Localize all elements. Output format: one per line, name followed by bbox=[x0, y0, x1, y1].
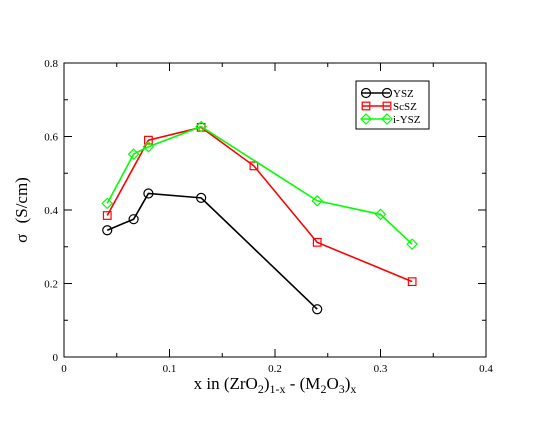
data-point-ysz bbox=[143, 188, 154, 199]
data-point-i-ysz bbox=[142, 140, 155, 153]
data-point-i-ysz bbox=[406, 238, 418, 251]
data-point-scsz bbox=[312, 237, 322, 247]
x-label-part: O bbox=[326, 374, 338, 393]
axis-ticks: 0 0.1 0.2 0.3 0.4 0 0.2 0.4 0.6 0.8 bbox=[44, 58, 493, 375]
x-tick-label: 0.1 bbox=[163, 363, 177, 375]
data-point-i-ysz bbox=[311, 194, 324, 207]
x-label-part: x in (ZrO bbox=[194, 374, 258, 393]
x-tick-label: 0.4 bbox=[479, 363, 493, 375]
series-line-scsz bbox=[106, 126, 413, 283]
data-point-scsz bbox=[249, 161, 259, 171]
legend-marker-ysz bbox=[381, 87, 393, 99]
x-label-part: - (M bbox=[285, 374, 320, 393]
y-tick-label: 0.8 bbox=[44, 58, 58, 70]
y-axis-unit: (S/cm) bbox=[12, 177, 31, 223]
y-tick-label: 0.4 bbox=[44, 205, 58, 217]
x-tick-label: 0.2 bbox=[268, 363, 282, 375]
data-point-i-ysz bbox=[127, 148, 140, 160]
legend-label-i-ysz: i-YSZ bbox=[393, 114, 421, 126]
x-label-sub: 3 bbox=[339, 382, 345, 396]
data-point-i-ysz bbox=[195, 120, 207, 133]
data-point-scsz bbox=[144, 135, 153, 145]
x-label-sub: 1-x bbox=[269, 382, 285, 396]
x-label-part: ) bbox=[345, 374, 351, 393]
y-axis-symbol: σ bbox=[12, 234, 31, 243]
legend-marker-ysz bbox=[360, 87, 372, 99]
data-point-i-ysz bbox=[101, 197, 114, 210]
series-line-i-ysz bbox=[106, 125, 413, 245]
legend-label-ysz: YSZ bbox=[393, 88, 414, 100]
y-tick-label: 0 bbox=[53, 352, 59, 364]
legend-marker-scsz bbox=[361, 101, 371, 111]
y-axis-label: σ (S/cm) bbox=[12, 177, 31, 243]
data-series bbox=[101, 120, 418, 315]
x-tick-label: 0 bbox=[61, 363, 67, 375]
x-tick-label: 0.3 bbox=[374, 363, 388, 375]
legend-marker-i-ysz bbox=[381, 113, 393, 125]
series-i-ysz bbox=[101, 120, 418, 251]
data-point-ysz bbox=[312, 304, 323, 315]
x-label-sub: 2 bbox=[320, 382, 326, 396]
series-line-ysz bbox=[106, 192, 318, 310]
data-point-ysz bbox=[128, 214, 139, 225]
data-point-i-ysz bbox=[374, 208, 387, 221]
x-label-part: ) bbox=[264, 374, 270, 393]
data-point-scsz bbox=[407, 277, 417, 287]
legend-marker-scsz bbox=[382, 101, 392, 111]
data-point-ysz bbox=[196, 192, 207, 203]
x-label-sub: 2 bbox=[258, 382, 264, 396]
legend-label-scsz: ScSZ bbox=[393, 101, 417, 113]
series-ysz bbox=[102, 188, 323, 315]
x-axis-label: x in (ZrO2)1-x - (M2O3)x bbox=[194, 374, 357, 396]
x-label-sub: x bbox=[350, 382, 356, 396]
data-point-ysz bbox=[102, 225, 113, 236]
y-tick-label: 0.6 bbox=[44, 132, 58, 144]
series-scsz bbox=[102, 122, 417, 287]
data-point-scsz bbox=[102, 211, 112, 220]
y-tick-label: 0.2 bbox=[44, 279, 58, 291]
legend-marker-i-ysz bbox=[360, 113, 372, 125]
